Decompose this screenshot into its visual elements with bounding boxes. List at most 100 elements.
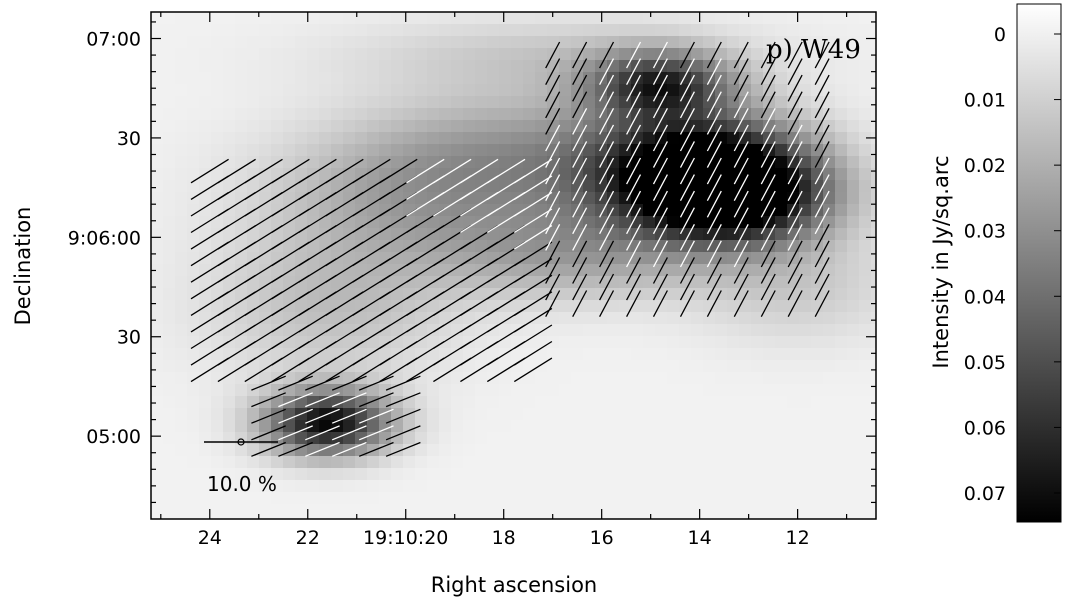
polarization-vector bbox=[572, 223, 588, 251]
image-pixel bbox=[307, 408, 320, 421]
image-pixel bbox=[307, 396, 320, 409]
polarization-vector bbox=[599, 58, 615, 86]
image-pixel bbox=[583, 396, 596, 409]
image-pixel bbox=[403, 216, 416, 229]
image-pixel bbox=[799, 120, 812, 133]
image-pixel bbox=[667, 60, 680, 73]
image-pixel bbox=[379, 96, 392, 109]
image-pixel bbox=[643, 120, 656, 133]
image-pixel bbox=[823, 180, 836, 193]
image-pixel bbox=[751, 420, 764, 433]
polarization-vector bbox=[244, 158, 283, 184]
image-pixel bbox=[535, 300, 548, 313]
image-pixel bbox=[559, 420, 572, 433]
image-pixel bbox=[679, 456, 692, 469]
intensity-image bbox=[151, 12, 876, 519]
polarization-vector bbox=[787, 207, 803, 235]
image-pixel bbox=[643, 144, 656, 157]
plot-frame bbox=[150, 11, 877, 520]
image-pixel bbox=[223, 480, 236, 493]
image-pixel bbox=[391, 432, 404, 445]
image-pixel bbox=[175, 120, 188, 133]
image-pixel bbox=[475, 444, 488, 457]
image-pixel bbox=[475, 300, 488, 313]
image-pixel bbox=[403, 300, 416, 313]
image-pixel bbox=[247, 264, 260, 277]
image-pixel bbox=[847, 492, 860, 505]
image-pixel bbox=[283, 84, 296, 97]
image-pixel bbox=[223, 120, 236, 133]
image-pixel bbox=[187, 504, 200, 517]
image-pixel bbox=[847, 336, 860, 349]
image-pixel bbox=[259, 516, 272, 519]
image-pixel bbox=[151, 108, 164, 121]
image-pixel bbox=[715, 180, 728, 193]
image-pixel bbox=[391, 60, 404, 73]
image-pixel bbox=[535, 168, 548, 181]
image-pixel bbox=[271, 36, 284, 49]
image-pixel bbox=[187, 252, 200, 265]
image-pixel bbox=[223, 324, 236, 337]
polarization-vector bbox=[652, 240, 668, 268]
image-pixel bbox=[691, 144, 704, 157]
image-pixel bbox=[703, 276, 716, 289]
image-pixel bbox=[175, 264, 188, 277]
image-pixel bbox=[463, 492, 476, 505]
image-pixel bbox=[175, 144, 188, 157]
polarization-vector bbox=[787, 273, 803, 301]
polarization-vectors bbox=[190, 41, 830, 457]
image-pixel bbox=[283, 96, 296, 109]
image-pixel bbox=[787, 396, 800, 409]
image-pixel bbox=[151, 276, 164, 289]
image-pixel bbox=[391, 108, 404, 121]
image-pixel bbox=[439, 192, 452, 205]
polarization-vector bbox=[787, 124, 803, 152]
image-pixel bbox=[571, 36, 584, 49]
image-pixel bbox=[187, 288, 200, 301]
image-pixel bbox=[679, 468, 692, 481]
image-pixel bbox=[283, 420, 296, 433]
image-pixel bbox=[283, 432, 296, 445]
image-pixel bbox=[475, 468, 488, 481]
image-pixel bbox=[859, 108, 872, 121]
image-pixel bbox=[775, 84, 788, 97]
image-pixel bbox=[859, 300, 872, 313]
image-pixel bbox=[247, 384, 260, 397]
image-pixel bbox=[679, 360, 692, 373]
image-pixel bbox=[379, 432, 392, 445]
image-pixel bbox=[559, 396, 572, 409]
polarization-vector bbox=[679, 124, 695, 152]
image-pixel bbox=[823, 504, 836, 517]
polarization-vector bbox=[679, 273, 695, 301]
image-pixel bbox=[715, 336, 728, 349]
image-pixel bbox=[175, 312, 188, 325]
image-pixel bbox=[271, 468, 284, 481]
image-pixel bbox=[415, 444, 428, 457]
image-pixel bbox=[799, 384, 812, 397]
image-pixel bbox=[307, 24, 320, 37]
image-pixel bbox=[175, 180, 188, 193]
image-pixel bbox=[343, 444, 356, 457]
image-pixel bbox=[571, 396, 584, 409]
image-pixel bbox=[163, 216, 176, 229]
image-pixel bbox=[175, 504, 188, 517]
image-pixel bbox=[163, 228, 176, 241]
polarization-vector bbox=[513, 307, 553, 333]
image-pixel bbox=[343, 72, 356, 85]
image-pixel bbox=[859, 408, 872, 421]
image-pixel bbox=[691, 276, 704, 289]
image-pixel bbox=[511, 216, 524, 229]
image-pixel bbox=[607, 372, 620, 385]
polarization-vector bbox=[298, 158, 337, 184]
image-pixel bbox=[211, 60, 224, 73]
polarization-vector bbox=[513, 340, 553, 366]
image-pixel bbox=[427, 468, 440, 481]
image-pixel bbox=[367, 360, 380, 373]
polarization-vector bbox=[679, 91, 695, 119]
image-pixel bbox=[523, 444, 536, 457]
image-pixel bbox=[859, 384, 872, 397]
image-pixel bbox=[211, 456, 224, 469]
image-pixel bbox=[151, 36, 164, 49]
polarization-vector bbox=[733, 190, 749, 218]
image-pixel bbox=[547, 108, 560, 121]
